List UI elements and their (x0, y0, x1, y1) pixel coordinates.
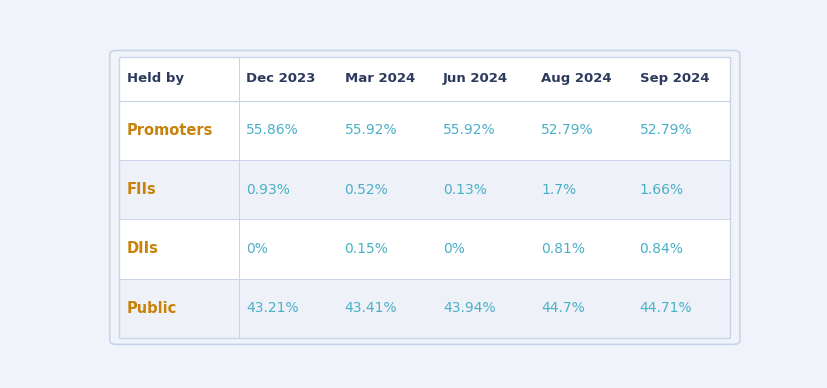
Text: DIIs: DIIs (127, 241, 159, 256)
Bar (119, 57, 730, 100)
Text: Held by: Held by (127, 72, 184, 85)
Text: 0.52%: 0.52% (345, 182, 389, 197)
Text: Mar 2024: Mar 2024 (345, 72, 415, 85)
Text: 44.7%: 44.7% (541, 301, 585, 315)
Text: Sep 2024: Sep 2024 (639, 72, 709, 85)
Text: 0.13%: 0.13% (443, 182, 487, 197)
Text: FIIs: FIIs (127, 182, 157, 197)
Text: 0.15%: 0.15% (345, 242, 389, 256)
Text: Promoters: Promoters (127, 123, 213, 138)
Text: Dec 2023: Dec 2023 (246, 72, 316, 85)
Text: 0%: 0% (443, 242, 465, 256)
Text: 0.93%: 0.93% (246, 182, 290, 197)
Text: 55.92%: 55.92% (345, 123, 397, 137)
Text: 1.66%: 1.66% (639, 182, 684, 197)
Text: 55.92%: 55.92% (443, 123, 495, 137)
Text: 52.79%: 52.79% (541, 123, 594, 137)
Text: Jun 2024: Jun 2024 (443, 72, 508, 85)
Text: Aug 2024: Aug 2024 (541, 72, 612, 85)
Bar (119, 100, 730, 160)
Bar (119, 219, 730, 279)
Text: 43.41%: 43.41% (345, 301, 397, 315)
Text: 52.79%: 52.79% (639, 123, 692, 137)
FancyBboxPatch shape (110, 50, 740, 345)
Text: 1.7%: 1.7% (541, 182, 576, 197)
Text: 44.71%: 44.71% (639, 301, 692, 315)
Bar (119, 160, 730, 219)
Bar (119, 279, 730, 338)
Text: 0.81%: 0.81% (541, 242, 586, 256)
Text: 55.86%: 55.86% (246, 123, 299, 137)
Text: Public: Public (127, 301, 177, 316)
Text: 43.21%: 43.21% (246, 301, 299, 315)
Text: 0%: 0% (246, 242, 268, 256)
Text: 43.94%: 43.94% (443, 301, 495, 315)
Text: 0.84%: 0.84% (639, 242, 683, 256)
